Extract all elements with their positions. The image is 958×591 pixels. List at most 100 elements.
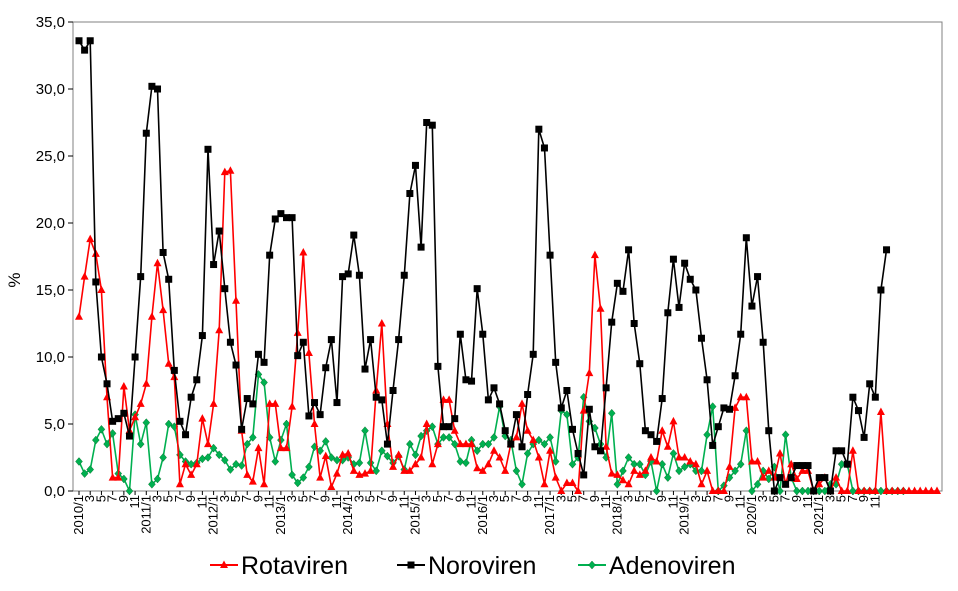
data-point-rotaviren xyxy=(893,486,902,494)
data-point-noroviren xyxy=(810,487,818,495)
data-point-noroviren xyxy=(854,407,862,415)
data-point-rotaviren xyxy=(607,469,616,477)
data-point-noroviren xyxy=(720,404,728,412)
data-point-noroviren xyxy=(311,399,319,407)
data-point-noroviren xyxy=(625,246,633,254)
data-point-noroviren xyxy=(826,487,834,495)
data-point-adenoviren xyxy=(260,378,268,387)
x-tick-label: 9 xyxy=(587,495,602,502)
y-tick-label: 25,0 xyxy=(36,148,65,165)
series-noroviren xyxy=(75,37,891,495)
data-point-noroviren xyxy=(770,487,778,495)
data-point-noroviren xyxy=(440,423,448,431)
data-point-adenoviren xyxy=(512,466,521,476)
data-point-rotaviren xyxy=(400,466,409,474)
data-point-rotaviren xyxy=(725,462,734,470)
data-point-adenoviren xyxy=(877,486,885,496)
data-point-adenoviren xyxy=(120,474,128,484)
data-point-rotaviren xyxy=(332,469,341,477)
data-point-noroviren xyxy=(518,443,526,451)
x-tick-label: 3 xyxy=(688,495,703,502)
data-point-rotaviren xyxy=(910,486,919,494)
data-point-noroviren xyxy=(383,440,391,448)
data-point-noroviren xyxy=(103,380,111,388)
legend-label-adenoviren: Adenoviren xyxy=(609,552,735,580)
data-point-adenoviren xyxy=(753,479,762,489)
data-point-adenoviren xyxy=(658,459,666,469)
data-point-adenoviren xyxy=(439,433,448,442)
data-point-adenoviren xyxy=(243,439,252,449)
x-tick-label: 2010/1 xyxy=(71,495,86,535)
data-point-rotaviren xyxy=(731,403,740,411)
data-point-adenoviren xyxy=(478,439,487,449)
data-point-noroviren xyxy=(501,427,509,435)
data-point-noroviren xyxy=(339,273,347,281)
data-point-adenoviren xyxy=(327,453,336,462)
data-point-rotaviren xyxy=(714,486,723,494)
data-point-noroviren xyxy=(630,320,638,327)
x-tick-label: 2021/1 xyxy=(811,495,826,535)
data-point-rotaviren xyxy=(276,443,285,452)
data-point-adenoviren xyxy=(535,435,543,445)
data-point-rotaviren xyxy=(456,439,465,448)
data-point-rotaviren xyxy=(703,466,712,474)
data-point-rotaviren xyxy=(131,412,140,421)
data-point-rotaviren xyxy=(652,457,661,465)
x-tick-label: 2020/1 xyxy=(744,495,759,535)
x-tick-label: 2017/1 xyxy=(542,495,557,535)
data-point-noroviren xyxy=(512,411,520,419)
data-point-noroviren xyxy=(288,214,296,222)
x-tick-label: 3 xyxy=(486,495,501,502)
data-point-rotaviren xyxy=(529,435,538,444)
x-tick-label: 2012/1 xyxy=(206,495,221,535)
legend-item-rotaviren: Rotaviren xyxy=(210,552,348,580)
data-point-noroviren xyxy=(271,215,279,223)
data-point-rotaviren xyxy=(888,486,897,494)
data-point-adenoviren xyxy=(361,426,369,436)
data-point-adenoviren xyxy=(125,486,134,496)
data-point-noroviren xyxy=(109,417,117,425)
x-tick-label: 2015/1 xyxy=(407,495,422,535)
x-tick-label: 3 xyxy=(351,495,366,502)
x-tick-label: 7 xyxy=(643,495,658,502)
data-point-rotaviren xyxy=(467,439,476,448)
data-point-noroviren xyxy=(299,338,307,346)
x-tick-label: 5 xyxy=(699,495,714,502)
data-point-noroviren xyxy=(462,376,470,384)
data-point-noroviren xyxy=(473,285,481,293)
data-point-noroviren xyxy=(428,121,436,129)
data-point-rotaviren xyxy=(254,443,263,452)
data-point-noroviren xyxy=(417,243,425,251)
data-point-noroviren xyxy=(507,440,515,448)
data-point-noroviren xyxy=(686,275,694,283)
x-tick-label: 11 xyxy=(329,495,344,509)
data-point-adenoviren xyxy=(849,486,857,496)
data-point-noroviren xyxy=(322,364,330,372)
x-tick-label: 5 xyxy=(161,495,176,502)
data-point-adenoviren xyxy=(518,479,526,489)
x-tick-label: 5 xyxy=(766,495,781,502)
data-point-rotaviren xyxy=(663,442,672,450)
data-point-noroviren xyxy=(226,338,234,346)
data-point-noroviren xyxy=(574,449,582,457)
x-tick-label: 7 xyxy=(778,495,793,502)
x-tick-label: 11 xyxy=(800,495,815,509)
data-point-noroviren xyxy=(653,437,661,445)
data-point-noroviren xyxy=(557,404,565,412)
legend: Rotaviren Noroviren Adenoviren xyxy=(210,552,735,580)
data-point-rotaviren xyxy=(153,258,162,267)
data-point-rotaviren xyxy=(321,451,330,460)
data-point-noroviren xyxy=(535,125,543,133)
legend-item-noroviren: Noroviren xyxy=(397,552,536,580)
data-point-noroviren xyxy=(591,443,599,451)
data-point-rotaviren xyxy=(742,392,751,401)
data-point-rotaviren xyxy=(719,486,728,494)
y-tick-label: 15,0 xyxy=(36,282,65,299)
data-point-adenoviren xyxy=(282,419,291,429)
data-point-noroviren xyxy=(204,145,212,153)
data-point-rotaviren xyxy=(86,234,95,243)
data-point-noroviren xyxy=(434,362,442,370)
data-point-noroviren xyxy=(400,271,408,279)
data-point-noroviren xyxy=(187,393,195,401)
